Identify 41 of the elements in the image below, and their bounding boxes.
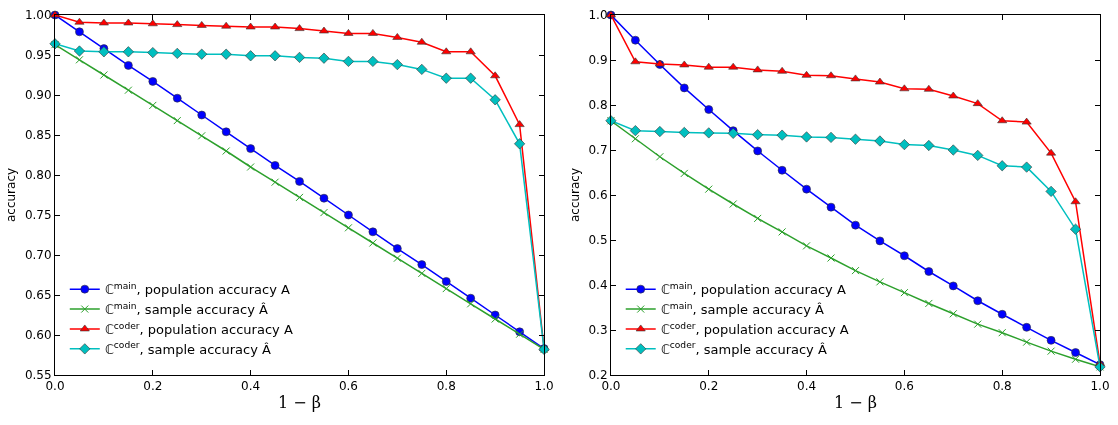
y-tick-label: 0.7 [588, 143, 608, 158]
y-tick-label: 0.8 [588, 98, 608, 113]
y-tick-label: 0.90 [24, 88, 52, 103]
x-tick-label: 0.8 [436, 379, 456, 394]
legend-label: ℂ$^{main}$, sample accuracy Â [104, 300, 269, 318]
x-tick-label: 0.2 [699, 379, 719, 394]
legend-label: ℂ$^{coder}$, population accuracy A [660, 320, 849, 338]
y-tick-label: 1.00 [24, 8, 52, 23]
y-tick-label: 0.95 [24, 48, 52, 63]
x-tick-label: 0.8 [992, 379, 1012, 394]
x-axis-title: 1 − β [833, 393, 877, 413]
y-tick-label: 0.4 [588, 278, 608, 293]
y-tick-label: 0.6 [588, 188, 608, 203]
legend-label: ℂ$^{main}$, population accuracy A [104, 280, 290, 298]
x-tick-label: 0.6 [894, 379, 914, 394]
y-tick-label: 0.70 [24, 248, 52, 263]
x-tick-label: 0.4 [797, 379, 817, 394]
y-tick-label: 0.85 [24, 128, 52, 143]
y-tick-label: 0.60 [24, 328, 52, 343]
legend-label: ℂ$^{coder}$, sample accuracy Â [104, 340, 271, 357]
x-tick-label: 1.0 [1090, 379, 1110, 394]
x-axis-title: 1 − β [278, 393, 322, 413]
x-tick-label: 0.6 [338, 379, 358, 394]
x-tick-label: 0.0 [45, 379, 65, 394]
x-tick-label: 1.0 [534, 379, 554, 394]
y-tick-label: 0.75 [24, 208, 52, 223]
y-axis-title: accuracy [567, 167, 582, 223]
y-tick-label: 0.3 [588, 323, 608, 338]
y-tick-label: 0.9 [588, 53, 608, 68]
y-tick-label: 0.80 [24, 168, 52, 183]
y-axis-title: accuracy [4, 167, 19, 223]
x-tick-label: 0.2 [143, 379, 163, 394]
x-tick-label: 0.4 [241, 379, 261, 394]
x-tick-label: 0.0 [601, 379, 621, 394]
y-tick-label: 1.0 [588, 8, 608, 23]
legend-label: ℂ$^{coder}$, population accuracy A [104, 320, 293, 338]
y-tick-label: 0.5 [588, 233, 608, 248]
legend-label: ℂ$^{main}$, population accuracy A [660, 280, 846, 298]
y-tick-label: 0.65 [24, 288, 52, 303]
legend-label: ℂ$^{main}$, sample accuracy Â [660, 300, 824, 318]
legend-label: ℂ$^{coder}$, sample accuracy Â [660, 340, 827, 357]
